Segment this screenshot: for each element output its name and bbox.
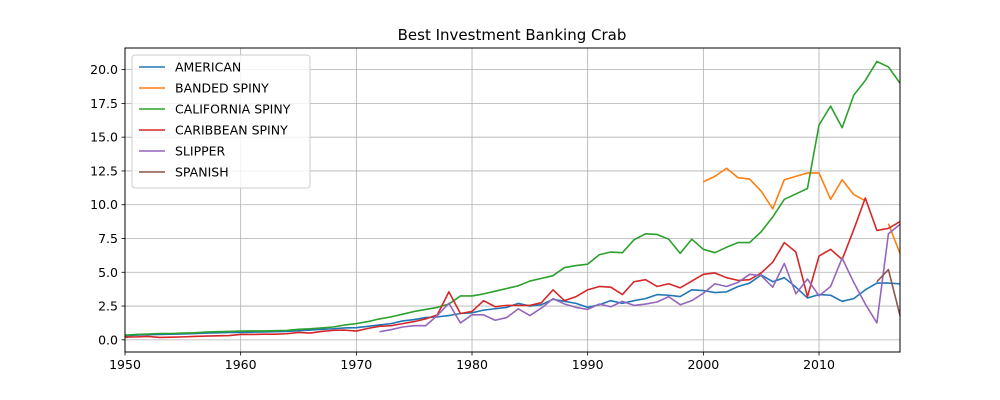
x-tick-label: 2000 [687,357,719,372]
legend-label: CALIFORNIA SPINY [175,102,291,117]
legend-label: CARIBBEAN SPINY [175,123,288,138]
y-tick-label: 12.5 [90,163,118,178]
chart-title: Best Investment Banking Crab [398,26,627,44]
y-tick-label: 20.0 [90,62,118,77]
legend-label: SLIPPER [175,144,226,159]
legend-label: SPANISH [175,165,229,180]
x-tick-label: 1950 [109,357,141,372]
legend-label: BANDED SPINY [175,81,269,96]
x-tick-label: 2010 [803,357,835,372]
y-tick-label: 10.0 [90,197,118,212]
x-tick-label: 1990 [572,357,604,372]
grid-lines [124,48,900,352]
y-tick-label: 7.5 [98,231,118,246]
y-axis: 0.0 2.5 5.0 7.5 10.0 12.5 15.0 17.5 20.0 [90,62,125,347]
x-tick-label: 1980 [456,357,488,372]
series-lines [124,60,901,339]
y-tick-label: 2.5 [98,299,118,314]
legend-label: AMERICAN [175,60,241,75]
plot-area-frame [124,47,901,353]
y-tick-label: 0.0 [98,332,118,347]
series-line-spanish [876,268,901,316]
y-tick-label: 5.0 [98,265,118,280]
x-axis: 1950 1960 1970 1980 1990 2000 2010 [109,352,835,372]
y-tick-label: 15.0 [90,130,118,145]
series-line-slipper [379,223,901,333]
series-line-banded-spiny [703,167,901,254]
series-line-caribbean-spiny [124,197,901,339]
legend: AMERICAN BANDED SPINY CALIFORNIA SPINY CARI… [131,54,311,189]
x-tick-label: 1960 [225,357,257,372]
y-tick-label: 17.5 [90,96,118,111]
legend-box [131,54,311,189]
series-line-california-spiny [124,60,901,336]
x-tick-label: 1970 [340,357,372,372]
